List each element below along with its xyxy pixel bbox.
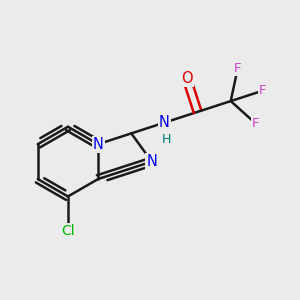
Text: F: F	[259, 84, 266, 97]
Text: H: H	[161, 133, 171, 146]
Text: F: F	[234, 62, 242, 75]
Text: N: N	[93, 137, 104, 152]
Text: O: O	[181, 71, 193, 86]
Text: Cl: Cl	[61, 224, 75, 238]
Text: N: N	[146, 154, 157, 169]
Text: F: F	[252, 117, 259, 130]
Text: N: N	[159, 115, 170, 130]
